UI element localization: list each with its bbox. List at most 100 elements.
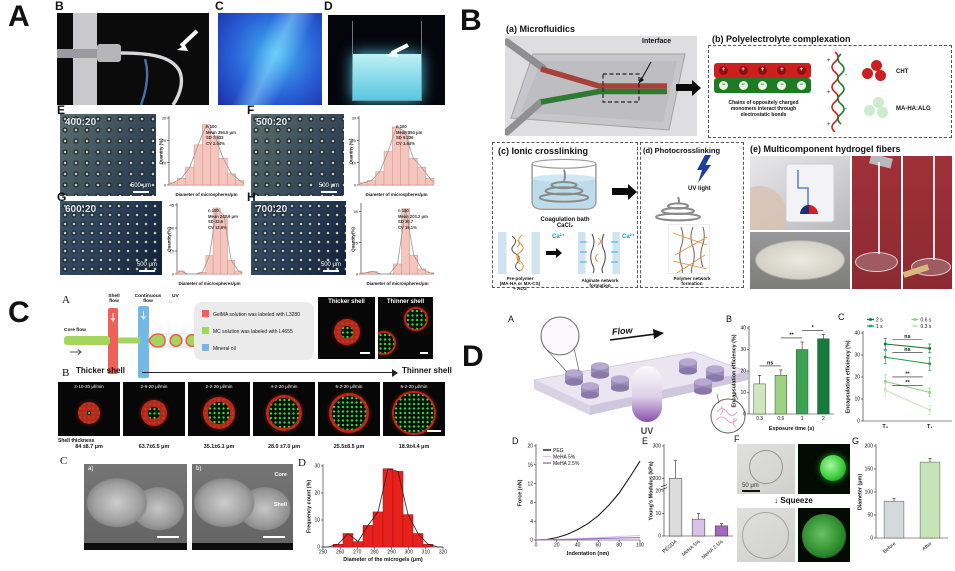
svg-text:MeHA 5%: MeHA 5%: [681, 539, 702, 558]
histogram-stats: n 100 Mean 203.2 μm SD 30.7 CV 15.1%: [398, 208, 428, 231]
maha-alg-legend-label: MA-HA:ALG: [896, 106, 931, 112]
flow-ratio-label: 600:20: [65, 204, 97, 215]
scale-bar: [263, 535, 285, 538]
polymer-network-box: [668, 224, 710, 274]
histogram-500-20: 0 10 20 30 Diameter of microspheres/μm Quanti…: [348, 112, 436, 198]
svg-text:290: 290: [387, 550, 396, 556]
flow-ratio-label: 400:20: [65, 117, 97, 128]
scale-bar: 500 μm: [321, 262, 341, 272]
svg-text:0: 0: [354, 183, 357, 188]
petri-dish: [755, 240, 845, 280]
scale-bar: [420, 352, 428, 354]
thickness-value: 84 ±8.7 μm: [75, 444, 103, 450]
beaker-outline: [352, 21, 422, 101]
uv-label: UV: [172, 294, 179, 299]
svg-text:0.6: 0.6: [777, 416, 784, 422]
scale-bar: 50 μm: [742, 483, 760, 492]
svg-text:40: 40: [740, 326, 746, 332]
panel-a-label: A: [8, 0, 30, 33]
panel-b-label: B: [460, 4, 482, 37]
microgel-outline: [742, 512, 789, 559]
microsphere-dots: [251, 201, 346, 275]
scale-bar: 500 μm: [137, 262, 157, 272]
flow-rate-label: 2-6-20 μl/min: [140, 383, 168, 389]
svg-text:30: 30: [314, 464, 320, 470]
green-microgel: [820, 455, 846, 481]
svg-text:ns: ns: [767, 360, 773, 366]
brightfield-after: [737, 508, 795, 562]
polyelectrolyte-title: (b) Polyelectrolyte complexation: [712, 34, 851, 44]
svg-text:4: 4: [530, 519, 533, 525]
squeeze-label: Squeeze: [780, 496, 813, 505]
svg-text:10: 10: [854, 397, 860, 403]
svg-text:0: 0: [743, 412, 746, 418]
sem-image-b: b) Core Shell: [192, 464, 293, 550]
svg-text:+: +: [827, 90, 831, 96]
svg-text:*: *: [812, 325, 815, 331]
d-sub-g-label: G: [852, 436, 860, 446]
svg-text:20: 20: [352, 138, 357, 143]
svg-text:+: +: [827, 122, 831, 128]
svg-text:30: 30: [740, 347, 746, 353]
svg-text:Quantity (%): Quantity (%): [349, 138, 354, 164]
svg-text:PEG: PEG: [553, 448, 564, 454]
unit-f-label: F: [247, 103, 255, 117]
calcium-ion-label: Ca²⁺: [552, 234, 565, 240]
core-shell-droplet: [378, 331, 396, 355]
sem-info-strip: [192, 543, 293, 550]
flow-rate-label: 2-10-20 μl/min: [74, 383, 104, 389]
svg-text:20: 20: [655, 489, 661, 495]
svg-text:100: 100: [865, 490, 874, 496]
dish-rim: [855, 252, 898, 272]
d-sub-b-label: B: [726, 314, 733, 324]
svg-text:Diameter of microspheres/μm: Diameter of microspheres/μm: [367, 281, 429, 286]
uv-light-label: UV light: [688, 186, 711, 192]
svg-text:20: 20: [314, 491, 320, 497]
photo-blue-solution: [218, 13, 322, 105]
svg-text:Diameter of microspheres/μm: Diameter of microspheres/μm: [176, 192, 238, 197]
coaxial-device-schematic: Shell flow Continuous flow UV ↓↓ Core fl…: [64, 294, 206, 388]
photo-fiber-red-2: [903, 156, 952, 289]
youngs-modulus-chart: 0 10 20 200 300 PEGDA MeHA 5% MeHA 2.5% Young's …: [648, 440, 736, 562]
legend-text: Mineral oil: [213, 346, 236, 352]
svg-text:Before: Before: [882, 541, 897, 555]
histogram-stats: n 100 Mean 354 μm SD 9.236 CV 3.64%: [396, 124, 423, 147]
calcium-ion-label: Ca²⁺: [622, 234, 635, 240]
svg-text:20: 20: [162, 138, 167, 143]
alginate-network-lines: [580, 233, 618, 274]
flow-rate-label: 5-2-20 μl/min: [335, 383, 363, 389]
photo-b-label: B: [55, 0, 64, 13]
thickness-value: 35.1±6.1 μm: [203, 444, 235, 450]
core-flow-label: Core flow: [64, 328, 86, 333]
legend-item: GelMA solution was labeled with L3280: [202, 310, 310, 318]
cht-dot: [862, 68, 873, 79]
svg-text:Frequency count (%): Frequency count (%): [307, 480, 313, 534]
flow-rate-label: 2-2-20 μl/min: [205, 383, 233, 389]
plus-charge-icon: +: [777, 66, 787, 75]
svg-text:12: 12: [527, 481, 533, 487]
minus-charge-icon: −: [757, 81, 767, 90]
device-illustration: [64, 306, 206, 378]
maha-dot: [877, 107, 888, 118]
force-indentation-chart: 0 4 8 12 16 20 0 20 40 60 80 100 PEG MeHA 5% MeHA 2.5%…: [517, 440, 645, 557]
core-annotation: Core: [274, 472, 287, 478]
d-sub-c-label: C: [838, 312, 845, 322]
svg-text:10: 10: [162, 160, 167, 165]
sem-b-sublabel: b): [196, 466, 202, 472]
c-sub-d-label: D: [298, 457, 306, 469]
scale-bar-text: 500 μm: [318, 182, 339, 189]
microgel-cylinders: [565, 358, 724, 399]
maha-dot: [873, 97, 884, 108]
cht-dot: [875, 70, 886, 81]
uv-arrows-icon: ↓↓: [168, 299, 173, 305]
labeling-legend: GelMA solution was labeled with L3280 MC…: [194, 302, 314, 360]
complexation-caption: Chains of oppositely charged monomers in…: [728, 100, 799, 118]
thinner-shell-image: Thinner shell: [378, 297, 433, 359]
svg-text:310: 310: [422, 550, 431, 556]
svg-text:Diameter (μm): Diameter (μm): [858, 474, 864, 510]
multicomponent-title: (e) Multicomponent hydrogel fibers: [750, 144, 901, 154]
svg-text:30: 30: [352, 116, 357, 121]
microsphere-dots: [60, 201, 162, 275]
svg-text:0.3 s: 0.3 s: [921, 324, 932, 330]
histogram-stats: n 100 Mean 394.5 μm SD 7.533 CV 2.04%: [206, 124, 236, 147]
